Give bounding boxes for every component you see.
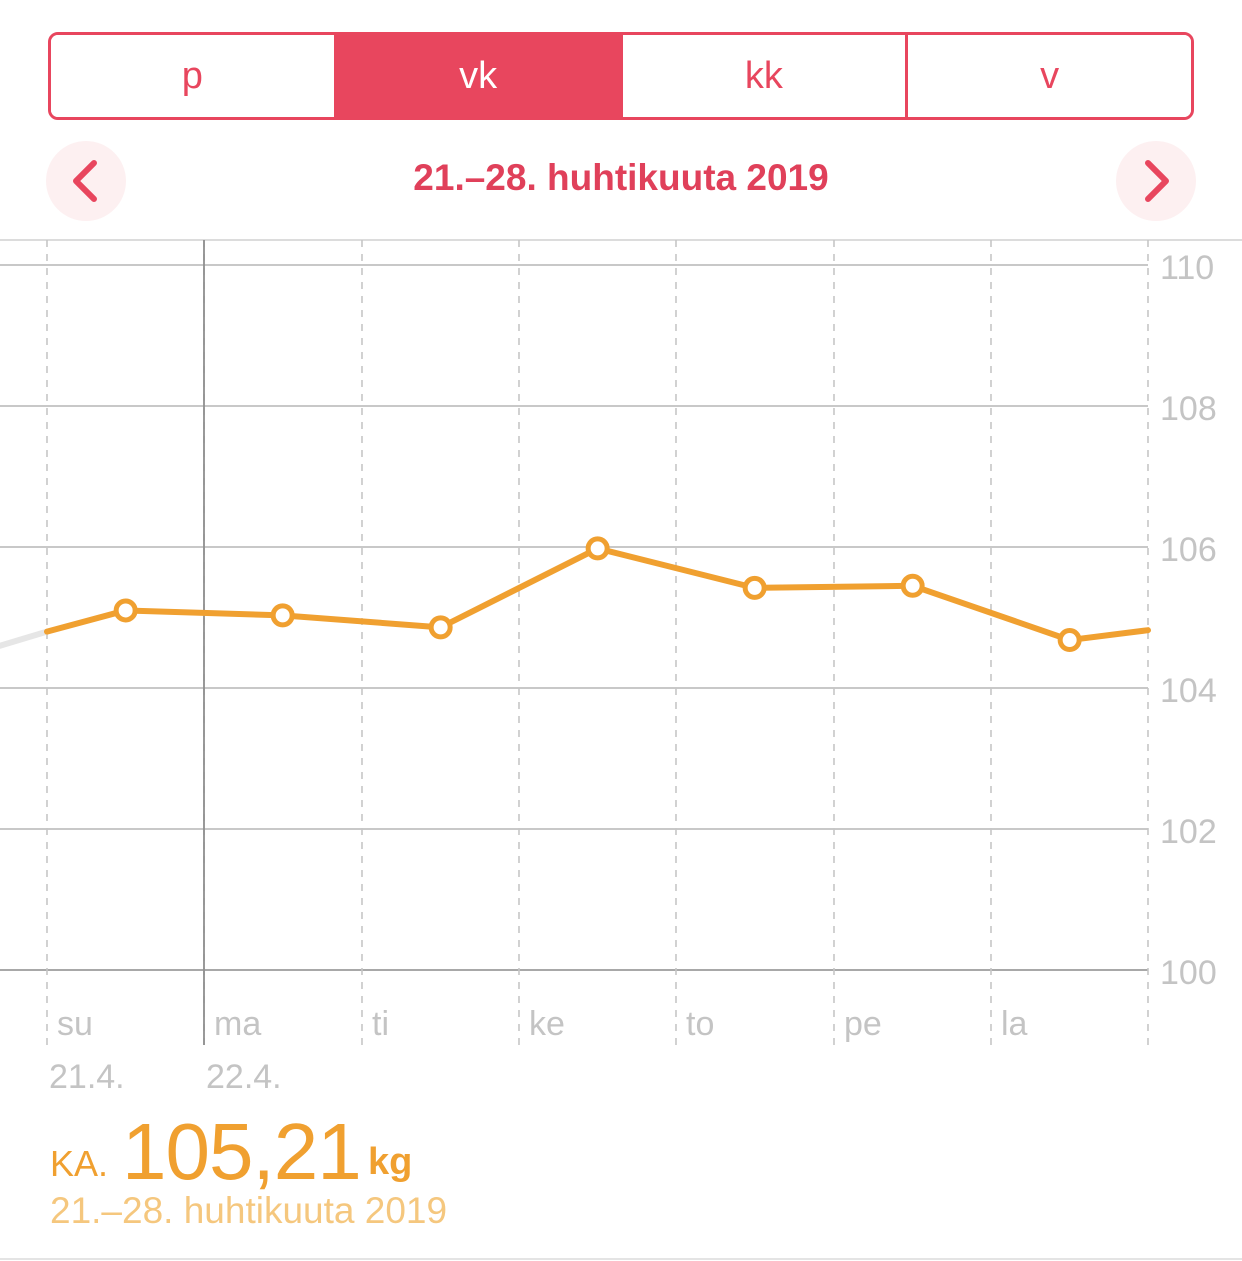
segment-week[interactable]: vk [336,35,623,117]
x-tick-label: pe [844,1005,882,1043]
segment-year[interactable]: v [908,35,1191,117]
x-tick-label: ti [372,1005,389,1043]
data-point [1057,628,1082,653]
previous-period-button[interactable] [46,141,126,221]
x-date-label: 22.4. [206,1058,282,1096]
data-point [428,615,453,640]
y-tick-label: 100 [1160,954,1217,992]
data-point [270,603,295,628]
segment-month[interactable]: kk [622,35,909,117]
x-tick-label: la [1001,1005,1028,1043]
average-label: KA. [50,1143,109,1184]
data-point [585,536,610,561]
y-tick-label: 104 [1160,672,1217,710]
chevron-right-icon [1145,160,1169,202]
average-date-range: 21.–28. huhtikuuta 2019 [50,1190,448,1231]
header-divider [0,239,1242,241]
next-period-button[interactable] [1116,141,1196,221]
average-unit: kg [368,1141,413,1183]
footer-divider [0,1258,1242,1260]
segment-day[interactable]: p [51,35,337,117]
series-line [44,545,1151,644]
period-title: 21.–28. huhtikuuta 2019 [413,157,829,198]
weight-line-chart[interactable]: 110 108 106 104 102 100 su 21.4. ma 22.4. ti ke to pe… [0,240,1242,1100]
y-tick-label: 102 [1160,813,1217,851]
x-tick-label: su [57,1005,93,1043]
x-date-label: 21.4. [49,1058,125,1096]
x-tick-label: ke [529,1005,565,1043]
y-tick-label: 110 [1160,249,1214,287]
data-point [742,575,767,600]
time-range-selector: p vk kk v [48,32,1194,120]
average-value: 105,21 [122,1107,362,1196]
y-tick-label: 106 [1160,531,1217,569]
x-tick-label: ma [214,1005,261,1043]
chevron-left-icon [73,160,97,202]
data-point [900,573,925,598]
previous-week-line [0,628,50,649]
x-tick-label: to [686,1005,714,1043]
y-tick-label: 108 [1160,390,1217,428]
data-point [113,598,138,623]
